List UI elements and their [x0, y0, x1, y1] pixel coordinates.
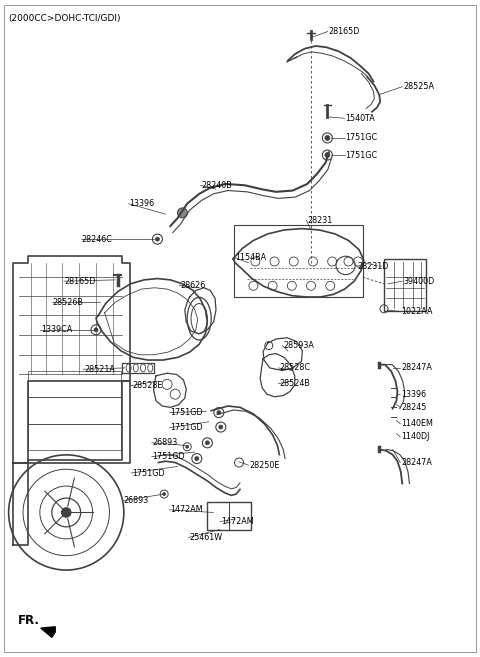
Text: 28165D: 28165D — [65, 277, 96, 286]
Text: 28521A: 28521A — [84, 365, 115, 374]
Text: 1751GC: 1751GC — [346, 150, 378, 160]
Text: 1751GD: 1751GD — [132, 468, 165, 478]
Bar — [28, 424, 121, 450]
Circle shape — [325, 152, 330, 158]
Text: (2000CC>DOHC-TCI/GDI): (2000CC>DOHC-TCI/GDI) — [9, 14, 121, 24]
Bar — [234, 225, 363, 297]
Text: 1751GD: 1751GD — [153, 452, 185, 461]
Circle shape — [186, 445, 189, 448]
Text: 28245: 28245 — [401, 403, 427, 412]
Polygon shape — [41, 627, 55, 637]
Bar — [207, 502, 251, 530]
Circle shape — [178, 208, 187, 218]
Text: 28165D: 28165D — [329, 27, 360, 36]
Circle shape — [217, 411, 221, 415]
Circle shape — [325, 135, 330, 141]
Text: 26893: 26893 — [153, 438, 178, 447]
Text: 39400D: 39400D — [403, 277, 434, 286]
Text: 13396: 13396 — [401, 390, 426, 399]
Text: 1751GD: 1751GD — [170, 408, 203, 417]
Text: 28231: 28231 — [307, 215, 333, 225]
Text: FR.: FR. — [18, 614, 40, 627]
Text: 28524B: 28524B — [279, 379, 310, 388]
Text: 1154BA: 1154BA — [235, 253, 266, 262]
Circle shape — [219, 425, 223, 429]
Text: 13396: 13396 — [130, 199, 155, 208]
Text: 28247A: 28247A — [401, 458, 432, 467]
Text: 1472AM: 1472AM — [221, 517, 253, 526]
Text: 28593A: 28593A — [283, 341, 314, 350]
Text: 1751GD: 1751GD — [170, 423, 203, 432]
Text: 1472AM: 1472AM — [170, 505, 203, 514]
Text: 26893: 26893 — [124, 496, 149, 505]
Text: 1540TA: 1540TA — [346, 114, 375, 123]
Bar — [28, 397, 121, 424]
Bar — [28, 371, 121, 397]
Text: 28247A: 28247A — [401, 363, 432, 373]
Text: 1140EM: 1140EM — [401, 419, 433, 428]
Text: 28240B: 28240B — [202, 181, 232, 190]
Text: 1339CA: 1339CA — [41, 325, 72, 334]
Text: 1751GC: 1751GC — [346, 133, 378, 143]
Text: 1140DJ: 1140DJ — [401, 432, 430, 442]
Circle shape — [195, 457, 199, 461]
Text: 28525A: 28525A — [403, 82, 434, 91]
Text: 25461W: 25461W — [190, 533, 223, 542]
Circle shape — [205, 441, 209, 445]
Text: 28626: 28626 — [180, 281, 205, 290]
Text: 1022AA: 1022AA — [401, 307, 432, 316]
Text: 28246C: 28246C — [82, 235, 112, 244]
Text: 28231D: 28231D — [358, 262, 389, 271]
Text: 28526B: 28526B — [53, 298, 84, 307]
Bar — [384, 259, 426, 311]
Text: 28250E: 28250E — [250, 461, 280, 470]
Circle shape — [156, 237, 159, 241]
Circle shape — [94, 328, 98, 332]
Circle shape — [163, 493, 166, 495]
Text: 28528C: 28528C — [279, 363, 311, 373]
Circle shape — [61, 508, 71, 517]
Text: 28528E: 28528E — [132, 381, 162, 390]
